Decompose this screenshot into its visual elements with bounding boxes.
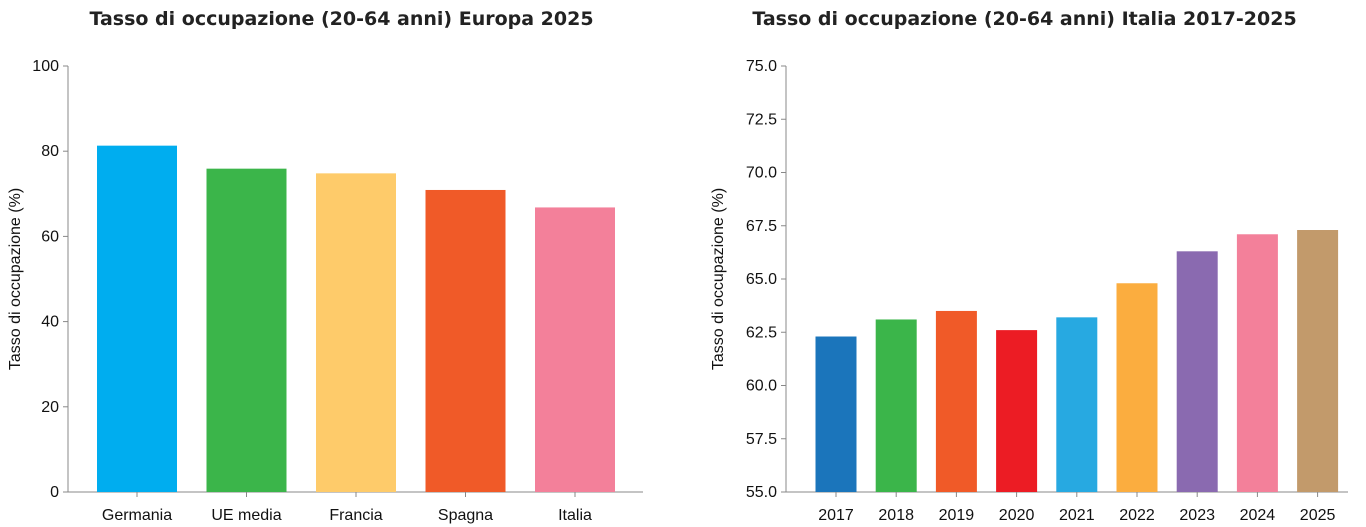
y-tick-label: 70.0 — [746, 165, 777, 182]
y-tick-label: 57.5 — [746, 431, 777, 448]
x-tick-label: 2024 — [1240, 507, 1276, 524]
bar-spagna — [425, 189, 506, 492]
x-tick-label: Germania — [102, 507, 172, 524]
bar-2025 — [1297, 230, 1339, 492]
chart-panel-italia: Tasso di occupazione (20-64 anni) Italia… — [683, 0, 1366, 527]
x-tick-label: 2021 — [1059, 507, 1095, 524]
x-tick-label: Francia — [329, 507, 382, 524]
x-tick-label: 2023 — [1179, 507, 1215, 524]
y-tick-label: 72.5 — [746, 111, 777, 128]
y-tick-label: 0 — [50, 484, 59, 501]
x-tick-label: Spagna — [438, 507, 493, 524]
bar-2024 — [1236, 234, 1278, 492]
bar-chart-europa: 0 20 40 60 80 100 Tasso di occupazione (%) Germ… — [7, 58, 643, 524]
x-tick-label: Italia — [558, 507, 592, 524]
y-tick-label: 80 — [41, 143, 59, 160]
chart-panel-europa: Tasso di occupazione (20-64 anni) Europa… — [7, 8, 643, 524]
y-tick-label: 55.0 — [746, 484, 777, 501]
x-tick-label: 2018 — [878, 507, 914, 524]
bar-italia — [535, 207, 615, 492]
y-axis-label: Tasso di occupazione (%) — [710, 188, 727, 370]
y-tick-label: 40 — [41, 314, 59, 331]
y-tick-label: 20 — [41, 399, 59, 416]
bar-2021 — [1056, 317, 1098, 492]
bar-chart-italia: 55.0 57.5 60.0 62.5 65.0 67.5 70.0 72.5 75.0 Tass… — [710, 58, 1348, 524]
chart-title: Tasso di occupazione (20-64 anni) Europa… — [89, 8, 594, 30]
y-tick-label: 60 — [41, 228, 59, 245]
bar-2018 — [875, 319, 917, 492]
y-tick-label: 75.0 — [746, 58, 777, 75]
y-tick-label: 60.0 — [746, 378, 777, 395]
y-tick-label: 100 — [32, 58, 59, 75]
bar-2019 — [935, 310, 977, 492]
x-tick-label: 2025 — [1300, 507, 1336, 524]
chart-title: Tasso di occupazione (20-64 anni) Italia… — [752, 8, 1297, 30]
bar-francia — [316, 173, 396, 493]
bar-germania — [97, 145, 177, 493]
bar-2023 — [1176, 251, 1218, 492]
bar-ue-media — [206, 168, 287, 492]
y-tick-label: 67.5 — [746, 218, 777, 235]
x-tick-label: UE media — [211, 507, 281, 524]
x-tick-label: 2019 — [939, 507, 975, 524]
y-tick-label: 65.0 — [746, 271, 777, 288]
bar-2020 — [996, 330, 1038, 492]
bar-2022 — [1116, 283, 1158, 492]
bar-2017 — [815, 336, 857, 492]
y-axis-label: Tasso di occupazione (%) — [7, 188, 24, 370]
x-tick-label: 2020 — [999, 507, 1035, 524]
y-tick-label: 62.5 — [746, 324, 777, 341]
x-tick-label: 2022 — [1119, 507, 1155, 524]
x-tick-label: 2017 — [818, 507, 854, 524]
